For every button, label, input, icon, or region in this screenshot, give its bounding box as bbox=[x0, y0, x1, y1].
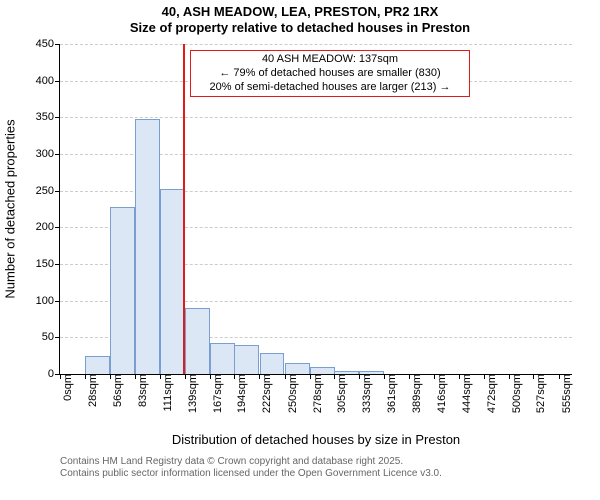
histogram-bar bbox=[110, 207, 135, 374]
histogram-bar bbox=[135, 119, 160, 374]
x-tick-label: 527sqm bbox=[533, 374, 547, 413]
x-tick-label: 111sqm bbox=[160, 374, 174, 412]
histogram-bar bbox=[234, 345, 259, 374]
footer-attribution: Contains HM Land Registry data © Crown c… bbox=[60, 456, 442, 480]
histogram-bar bbox=[260, 353, 285, 374]
y-tick-label: 150 bbox=[36, 258, 60, 270]
footer-line-1: Contains HM Land Registry data © Crown c… bbox=[60, 456, 442, 468]
x-tick-label: 194sqm bbox=[234, 374, 248, 413]
x-tick-label: 278sqm bbox=[310, 374, 324, 413]
x-tick-label: 555sqm bbox=[559, 374, 573, 413]
histogram-bar bbox=[85, 356, 110, 374]
y-tick-label: 200 bbox=[36, 221, 60, 233]
plot-region: 40 ASH MEADOW: 137sqm← 79% of detached h… bbox=[60, 44, 572, 374]
x-tick-label: 139sqm bbox=[185, 374, 199, 413]
annotation-box: 40 ASH MEADOW: 137sqm← 79% of detached h… bbox=[190, 50, 470, 97]
x-tick-label: 167sqm bbox=[210, 374, 224, 413]
y-tick-label: 0 bbox=[48, 368, 60, 380]
chart-container: 40, ASH MEADOW, LEA, PRESTON, PR2 1RX Si… bbox=[0, 0, 600, 500]
histogram-bar bbox=[160, 189, 185, 374]
y-tick-label: 50 bbox=[42, 331, 60, 343]
y-axis-title: Number of detached properties bbox=[3, 119, 18, 298]
y-tick-label: 100 bbox=[36, 295, 60, 307]
x-tick-label: 416sqm bbox=[434, 374, 448, 413]
x-tick-label: 0sqm bbox=[60, 374, 74, 401]
y-tick-label: 300 bbox=[36, 148, 60, 160]
x-tick-label: 83sqm bbox=[135, 374, 149, 407]
x-tick-label: 250sqm bbox=[285, 374, 299, 413]
property-marker-line bbox=[183, 44, 185, 374]
footer-line-2: Contains public sector information licen… bbox=[60, 468, 442, 480]
histogram-bar bbox=[185, 308, 210, 374]
x-tick-label: 56sqm bbox=[110, 374, 124, 407]
title-line-2: Size of property relative to detached ho… bbox=[0, 20, 600, 36]
histogram-bar bbox=[310, 367, 335, 374]
x-tick-label: 472sqm bbox=[484, 374, 498, 413]
histogram-bar bbox=[285, 363, 310, 374]
plot-area: 40 ASH MEADOW: 137sqm← 79% of detached h… bbox=[60, 44, 572, 374]
y-gridline bbox=[60, 44, 572, 45]
x-tick-label: 361sqm bbox=[384, 374, 398, 413]
chart-title: 40, ASH MEADOW, LEA, PRESTON, PR2 1RX Si… bbox=[0, 0, 600, 37]
x-tick-label: 333sqm bbox=[359, 374, 373, 413]
annotation-line: ← 79% of detached houses are smaller (83… bbox=[197, 67, 463, 81]
x-tick-label: 500sqm bbox=[509, 374, 523, 413]
y-tick-label: 400 bbox=[36, 75, 60, 87]
y-tick-label: 350 bbox=[36, 111, 60, 123]
x-tick-label: 389sqm bbox=[409, 374, 423, 413]
x-tick-label: 444sqm bbox=[459, 374, 473, 413]
title-line-1: 40, ASH MEADOW, LEA, PRESTON, PR2 1RX bbox=[0, 4, 600, 20]
annotation-line: 20% of semi-detached houses are larger (… bbox=[197, 81, 463, 95]
x-tick-label: 28sqm bbox=[85, 374, 99, 407]
histogram-bar bbox=[210, 343, 235, 374]
x-tick-label: 222sqm bbox=[259, 374, 273, 413]
annotation-line: 40 ASH MEADOW: 137sqm bbox=[197, 53, 463, 67]
y-axis-line bbox=[59, 44, 60, 374]
y-tick-label: 250 bbox=[36, 185, 60, 197]
x-tick-label: 305sqm bbox=[334, 374, 348, 413]
y-tick-label: 450 bbox=[36, 38, 60, 50]
x-axis-title: Distribution of detached houses by size … bbox=[60, 432, 572, 447]
